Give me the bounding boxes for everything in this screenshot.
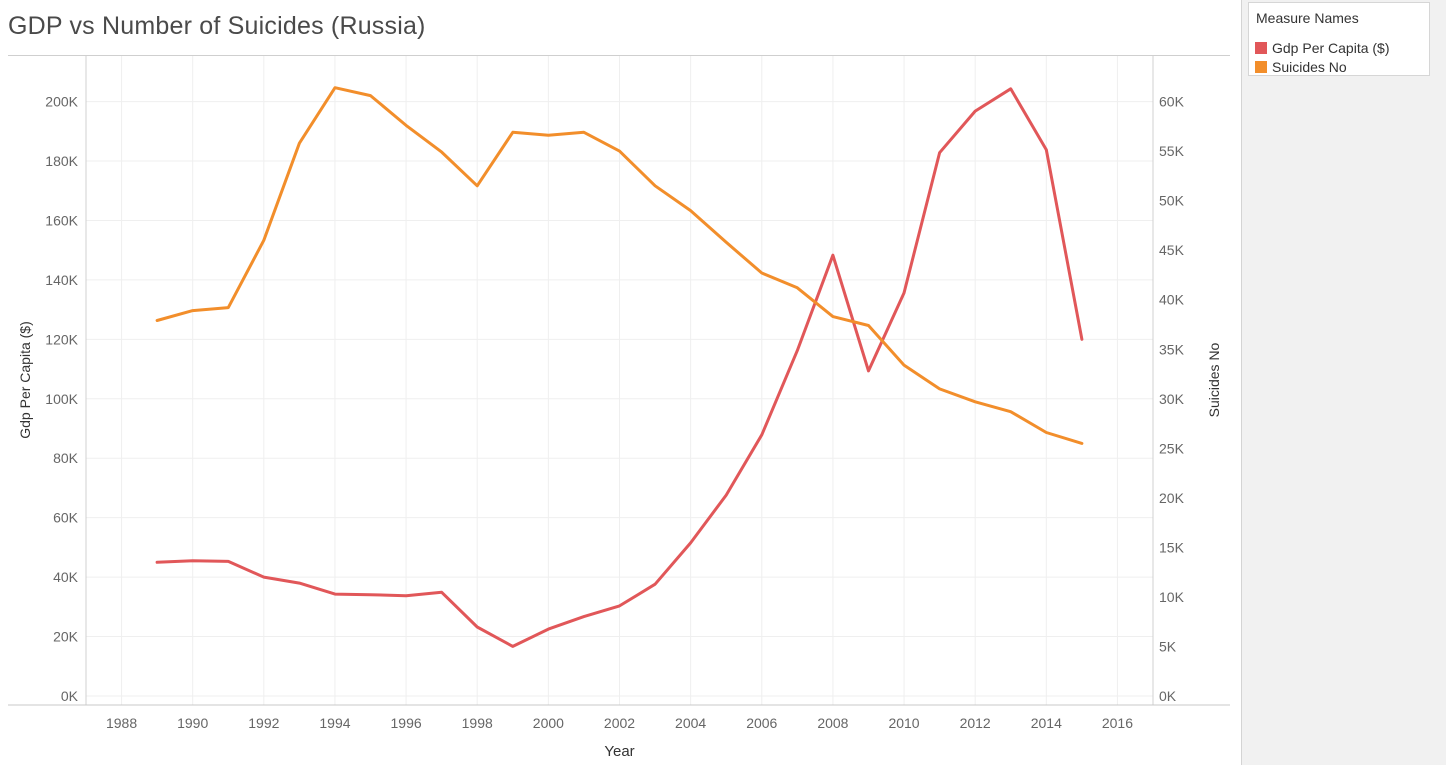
y-left-tick-label: 60K xyxy=(53,510,79,526)
x-tick-label: 1990 xyxy=(177,715,208,731)
side-panel xyxy=(1241,0,1446,765)
y-right-tick-label: 20K xyxy=(1159,490,1185,506)
legend-swatch-gdp xyxy=(1255,42,1267,54)
x-tick-label: 1996 xyxy=(391,715,422,731)
x-tick-label: 2010 xyxy=(888,715,919,731)
y-right-tick-label: 40K xyxy=(1159,292,1185,308)
x-tick-label: 2004 xyxy=(675,715,706,731)
y-left-tick-label: 100K xyxy=(45,391,78,407)
legend-swatch-suicides xyxy=(1255,61,1267,73)
x-tick-label: 1988 xyxy=(106,715,137,731)
y-right-tick-label: 0K xyxy=(1159,688,1177,704)
y-right-tick-label: 5K xyxy=(1159,638,1177,654)
x-tick-label: 1998 xyxy=(462,715,493,731)
y-left-tick-label: 20K xyxy=(53,629,79,645)
legend-item-gdp[interactable]: Gdp Per Capita ($) xyxy=(1255,39,1390,57)
y-left-tick-label: 40K xyxy=(53,569,79,585)
series-line-suicides-no xyxy=(155,86,1084,445)
legend-label-gdp: Gdp Per Capita ($) xyxy=(1272,40,1390,56)
y-right-tick-label: 25K xyxy=(1159,440,1185,456)
y-axis-left-title: Gdp Per Capita ($) xyxy=(17,321,33,439)
chart-title: GDP vs Number of Suicides (Russia) xyxy=(8,12,426,40)
y-axis-right-title: Suicides No xyxy=(1206,342,1222,417)
x-tick-label: 1992 xyxy=(248,715,279,731)
legend-item-suicides[interactable]: Suicides No xyxy=(1255,58,1347,76)
x-tick-label: 2012 xyxy=(960,715,991,731)
x-tick-label: 2006 xyxy=(746,715,777,731)
y-left-tick-label: 200K xyxy=(45,94,78,110)
title-divider xyxy=(8,55,1230,56)
y-right-tick-label: 15K xyxy=(1159,539,1185,555)
y-right-tick-label: 50K xyxy=(1159,193,1185,209)
y-left-tick-label: 120K xyxy=(45,331,78,347)
x-tick-label: 2008 xyxy=(817,715,848,731)
legend-title: Measure Names xyxy=(1256,10,1359,26)
y-left-tick-label: 0K xyxy=(61,688,79,704)
y-right-tick-label: 10K xyxy=(1159,589,1185,605)
y-right-tick-label: 30K xyxy=(1159,391,1185,407)
y-right-tick-label: 55K xyxy=(1159,143,1185,159)
x-tick-label: 2016 xyxy=(1102,715,1133,731)
x-tick-label: 2002 xyxy=(604,715,635,731)
legend-label-suicides: Suicides No xyxy=(1272,59,1347,75)
y-left-tick-label: 160K xyxy=(45,212,78,228)
y-right-tick-label: 60K xyxy=(1159,94,1185,110)
series-line-gdp-per-capita xyxy=(155,87,1084,648)
x-tick-label: 1994 xyxy=(319,715,350,731)
x-tick-label: 2014 xyxy=(1031,715,1062,731)
y-right-tick-label: 35K xyxy=(1159,341,1185,357)
line-chart: 0K 20K 40K 60K 80K 100K 120K 140K 160K 180K 200K 0K… xyxy=(8,56,1230,760)
x-axis-title: Year xyxy=(604,743,634,760)
y-left-tick-label: 180K xyxy=(45,153,78,169)
y-right-tick-label: 45K xyxy=(1159,242,1185,258)
x-tick-label: 2000 xyxy=(533,715,564,731)
y-left-tick-label: 140K xyxy=(45,272,78,288)
legend[interactable]: Measure Names Gdp Per Capita ($) Suicide… xyxy=(1248,2,1430,76)
y-left-tick-label: 80K xyxy=(53,450,79,466)
